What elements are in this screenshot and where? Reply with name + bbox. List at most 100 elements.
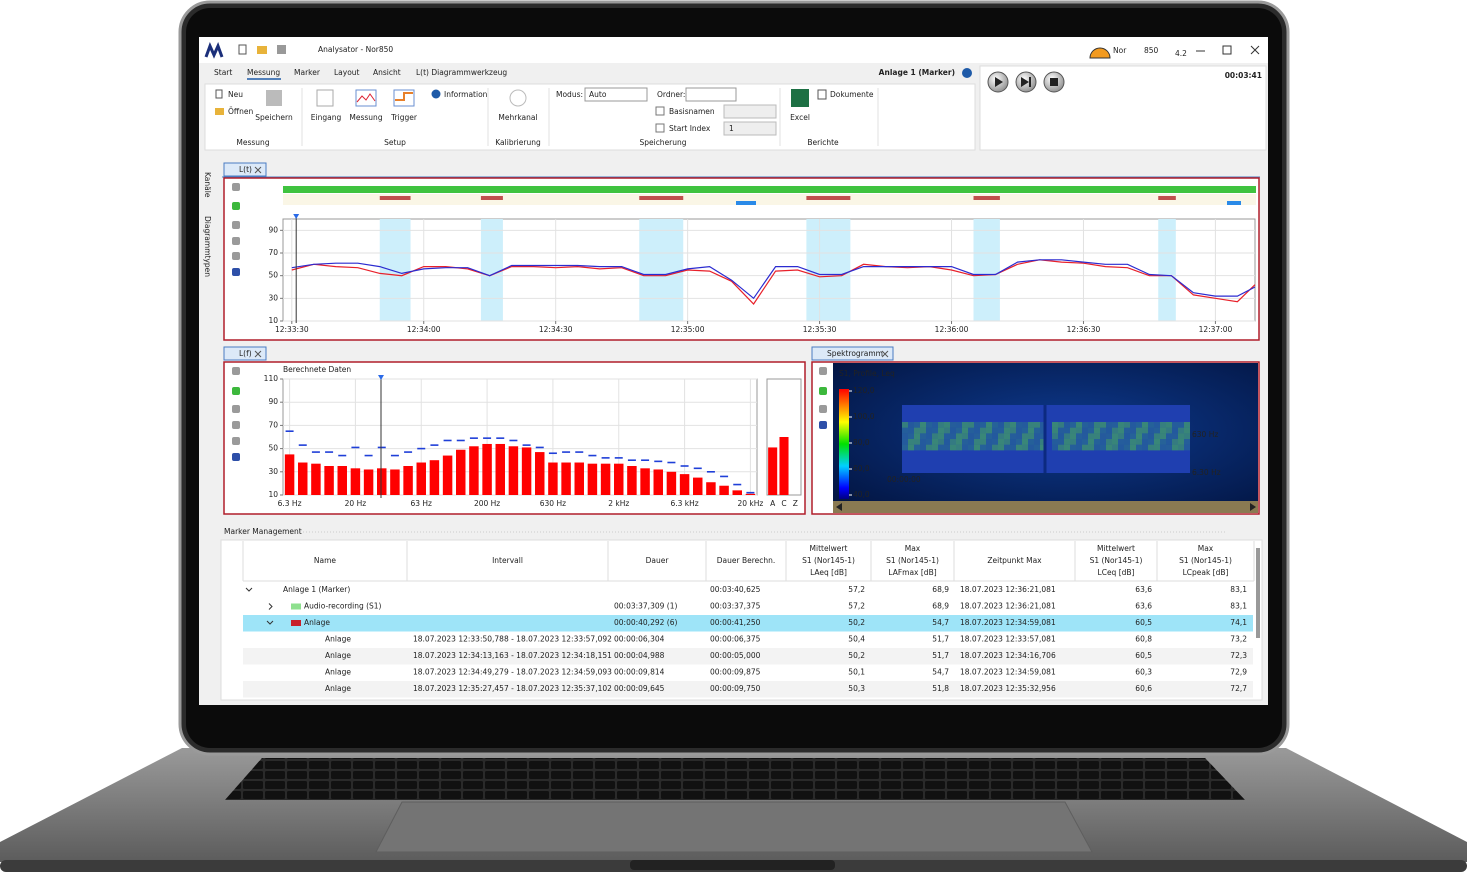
tool-button[interactable] — [232, 183, 240, 191]
spectrogram-cell — [1010, 422, 1016, 428]
tool-button[interactable] — [232, 202, 240, 210]
spectrogram-cell — [1058, 433, 1064, 440]
table-cell: 00:00:41,250 — [710, 618, 761, 627]
spectrogram-cell — [1130, 433, 1136, 440]
y-tick-label: 50 — [268, 444, 278, 453]
scrollbar[interactable] — [833, 501, 1258, 513]
ribbon-icons — [215, 87, 827, 136]
ribbon-item[interactable]: Messung — [349, 113, 382, 122]
tool-button[interactable] — [232, 437, 240, 445]
row-background[interactable] — [243, 615, 1253, 632]
tool-button[interactable] — [232, 237, 240, 245]
spectrogram-cell — [980, 433, 986, 440]
ribbon-item[interactable]: Start Index — [669, 124, 711, 133]
x-tick-label: 12:34:00 — [407, 325, 441, 334]
spectrogram-cell — [1130, 422, 1136, 428]
bar — [679, 474, 690, 495]
spectrogram-cell — [1142, 444, 1148, 451]
spectrogram-cell — [1094, 444, 1100, 451]
tool-button[interactable] — [232, 453, 240, 461]
spectrogram-cell — [1088, 439, 1094, 445]
tool-button[interactable] — [232, 221, 240, 229]
menu-tab[interactable]: Messung — [247, 68, 280, 77]
ribbon-item[interactable]: Dokumente — [830, 90, 874, 99]
spectrogram-cell — [1160, 422, 1166, 428]
table-cell: 73,2 — [1230, 635, 1247, 644]
expander[interactable] — [268, 603, 273, 610]
spectrogram-cell — [992, 427, 998, 434]
tool-button[interactable] — [232, 421, 240, 429]
tool-button[interactable] — [232, 405, 240, 413]
spectrogram-cells — [902, 405, 1190, 473]
menu-tab[interactable]: Start — [214, 68, 232, 77]
ribbon-item[interactable]: Modus: — [556, 90, 583, 99]
ribbon-item[interactable]: Neu — [228, 90, 243, 99]
ribbon-item[interactable]: Eingang — [311, 113, 342, 122]
ribbon-item[interactable]: Mehrkanal — [498, 113, 537, 122]
menu-tab[interactable]: Layout — [334, 68, 360, 77]
tool-button[interactable] — [819, 367, 827, 375]
info-icon[interactable] — [962, 68, 972, 78]
spectrogram-cell — [938, 444, 944, 451]
spectrogram-cell — [914, 422, 920, 428]
bar — [284, 454, 295, 495]
ribbon-item[interactable]: Öffnen — [228, 107, 253, 116]
table-cell: 00:00:06,375 — [710, 635, 761, 644]
tool-button[interactable] — [232, 252, 240, 260]
laptop-notch — [630, 860, 835, 870]
table-scrollbar[interactable] — [1256, 548, 1260, 638]
column-header: LAeq [dB] — [810, 568, 847, 577]
overview-marker — [973, 196, 1000, 200]
ribbon-item[interactable]: Basisnamen — [669, 107, 715, 116]
x-tick-label: 630 Hz — [540, 499, 566, 508]
tool-button[interactable] — [819, 421, 827, 429]
spectrogram-cell — [980, 439, 986, 445]
spectrogram-cell — [1022, 444, 1028, 451]
menu-tab[interactable]: Marker — [294, 68, 321, 77]
spectrogram-cell — [908, 427, 914, 434]
bar — [693, 477, 703, 495]
ribbon-item[interactable]: Excel — [790, 113, 810, 122]
tool-button[interactable] — [819, 405, 827, 413]
colorbar-label: 120,0 — [853, 386, 875, 395]
ribbon-item[interactable]: Speichern — [255, 113, 293, 122]
table-cell: 57,2 — [848, 602, 865, 611]
maximize[interactable] — [1222, 45, 1232, 55]
row-background[interactable] — [243, 681, 1253, 698]
side-tab[interactable]: Kanäle — [203, 172, 212, 198]
ribbon-item[interactable]: Auto — [589, 90, 607, 99]
scroll-arrow[interactable] — [836, 503, 842, 511]
side-tab[interactable]: Diagrammtypen — [203, 216, 212, 277]
ribbon-item[interactable]: Ordner: — [657, 90, 685, 99]
menu-tab[interactable]: L(t) Diagrammwerkzeug — [416, 68, 507, 77]
tool-button[interactable] — [232, 387, 240, 395]
overview-marker — [1227, 201, 1241, 205]
bar — [350, 468, 361, 495]
spectrogram-cell — [950, 427, 956, 434]
spectrogram-cell — [962, 422, 968, 428]
tool-button[interactable] — [232, 367, 240, 375]
expander[interactable] — [266, 620, 274, 625]
spectrogram-tab[interactable] — [811, 346, 894, 361]
menu-tab[interactable]: Ansicht — [373, 68, 401, 77]
tool-button[interactable] — [232, 268, 240, 276]
spectrogram-cell — [1088, 433, 1094, 440]
open-icon[interactable] — [257, 46, 267, 54]
spectrogram-cell — [944, 422, 950, 428]
tool-button[interactable] — [819, 387, 827, 395]
ribbon-item[interactable]: Information — [444, 90, 488, 99]
player-buttons[interactable] — [987, 71, 1065, 93]
spectrogram-cell — [1064, 433, 1070, 440]
ribbon-item[interactable]: Trigger — [390, 113, 418, 122]
save-icon[interactable] — [277, 45, 286, 54]
row-background[interactable] — [243, 648, 1253, 665]
new-icon[interactable] — [238, 44, 247, 55]
scroll-arrow[interactable] — [1250, 503, 1256, 511]
spectrogram-cell — [938, 427, 944, 434]
overview-marker — [1158, 196, 1176, 200]
expander[interactable] — [245, 587, 253, 592]
ribbon-item[interactable]: 1 — [729, 124, 734, 133]
close[interactable] — [1250, 45, 1260, 55]
table-cell: 72,9 — [1230, 668, 1247, 677]
spectrogram-cell — [992, 439, 998, 445]
